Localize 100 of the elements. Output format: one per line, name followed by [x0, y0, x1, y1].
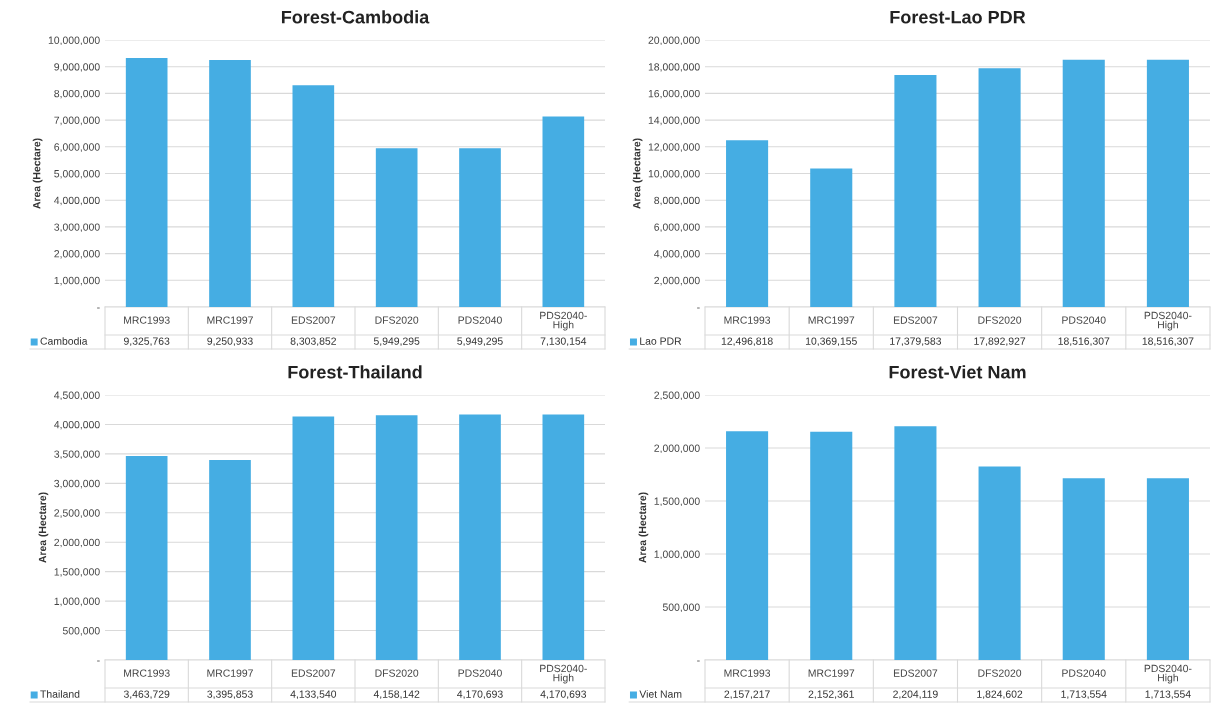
- y-tick-label: 8,000,000: [654, 196, 700, 206]
- bar: [292, 85, 335, 307]
- chart-title: Forest-Cambodia: [281, 10, 430, 24]
- y-axis-title: Area (Hectare): [638, 492, 649, 563]
- y-tick-label: 6,000,000: [654, 223, 700, 233]
- data-label: 2,204,119: [893, 690, 938, 700]
- bar: [209, 460, 251, 660]
- data-label: 4,170,693: [540, 690, 587, 700]
- x-tick-label: DFS2020: [375, 316, 419, 324]
- y-tick-label: 10,000,000: [648, 170, 700, 179]
- x-tick-label: PDS2040: [1062, 669, 1106, 677]
- y-tick-label: 3,000,000: [54, 479, 100, 489]
- data-label: 9,325,763: [123, 337, 170, 347]
- y-axis-title: Area (Hectare): [32, 138, 43, 209]
- bar: [125, 456, 168, 660]
- y-tick-label: 1,500,000: [654, 497, 700, 507]
- y-tick-label: 500,000: [62, 627, 100, 636]
- data-label: 17,379,583: [890, 337, 942, 347]
- y-tick-label: 4,000,000: [54, 196, 100, 206]
- y-tick-label: 12,000,000: [648, 143, 700, 152]
- y-tick-label: 500,000: [662, 603, 700, 613]
- bar: [1062, 478, 1105, 660]
- x-tick-label: PDS2040- High: [1144, 664, 1192, 684]
- y-tick-label: 2,500,000: [654, 391, 700, 401]
- y-tick-label: 18,000,000: [648, 63, 700, 72]
- bar: [459, 414, 501, 660]
- x-tick-label: MRC1993: [124, 316, 170, 324]
- data-label: 12,496,818: [721, 337, 773, 347]
- bar: [292, 416, 335, 660]
- data-label: 4,170,693: [457, 690, 503, 700]
- chart-title: Forest-Viet Nam: [889, 365, 1026, 379]
- x-tick-label: PDS2040: [458, 669, 502, 677]
- bar: [726, 431, 769, 660]
- y-tick-label: 3,000,000: [54, 223, 100, 233]
- bar: [1146, 59, 1189, 307]
- y-tick-label: 4,000,000: [54, 420, 100, 430]
- bar: [1146, 478, 1189, 660]
- legend-label: Viet Nam: [639, 690, 682, 698]
- bar: [1062, 59, 1105, 307]
- y-tick-label: 2,000,000: [654, 276, 700, 286]
- bar: [978, 466, 1021, 660]
- data-label: 2,152,361: [808, 690, 854, 700]
- data-label: 7,130,154: [540, 337, 587, 347]
- y-tick-label: 6,000,000: [54, 143, 100, 152]
- data-label: 2,157,217: [724, 690, 770, 700]
- x-tick-label: DFS2020: [375, 669, 419, 677]
- x-tick-label: MRC1993: [724, 669, 771, 677]
- y-tick-label: 5,000,000: [54, 170, 100, 179]
- data-label: 3,395,853: [207, 690, 253, 700]
- x-tick-label: PDS2040- High: [1144, 311, 1192, 331]
- x-tick-label: EDS2007: [291, 316, 336, 324]
- y-tick-label: 2,500,000: [54, 509, 100, 518]
- bar: [894, 74, 937, 307]
- bar: [978, 68, 1021, 307]
- y-tick-label: 16,000,000: [648, 89, 700, 99]
- y-tick-label: 8,000,000: [54, 89, 100, 99]
- bar: [375, 415, 418, 660]
- bar: [459, 148, 501, 307]
- x-tick-label: MRC1993: [124, 669, 170, 677]
- bar: [542, 414, 585, 660]
- y-axis-title: Area (Hectare): [632, 138, 643, 209]
- y-tick-label: 4,500,000: [54, 391, 100, 401]
- y-axis-title: Area (Hectare): [38, 492, 49, 563]
- y-tick-label: 20,000,000: [648, 36, 700, 46]
- data-label: 18,516,307: [1142, 337, 1194, 347]
- data-label: 1,824,602: [977, 690, 1023, 700]
- bar: [375, 148, 418, 307]
- y-tick-label: 2,000,000: [54, 538, 100, 548]
- data-label: 18,516,307: [1058, 337, 1110, 347]
- x-tick-label: EDS2007: [893, 669, 938, 677]
- bar: [894, 426, 937, 660]
- data-label: 1,713,554: [1145, 690, 1191, 700]
- data-label: 8,303,852: [290, 337, 336, 347]
- y-tick-label: 10,000,000: [48, 36, 100, 46]
- y-tick-label: 1,000,000: [654, 550, 700, 560]
- legend-label: Lao PDR: [640, 337, 682, 345]
- x-tick-label: PDS2040- High: [540, 311, 587, 331]
- data-label: 5,949,295: [457, 337, 503, 347]
- y-tick-label: 14,000,000: [648, 116, 700, 126]
- chart-title: Forest-Thailand: [288, 365, 422, 379]
- bar: [125, 58, 168, 307]
- chart-title: Forest-Lao PDR: [890, 10, 1026, 24]
- x-tick-label: MRC1997: [808, 316, 855, 324]
- x-tick-label: PDS2040: [458, 316, 502, 324]
- data-label: 4,158,142: [373, 690, 420, 700]
- y-tick-label: 7,000,000: [54, 116, 100, 126]
- x-tick-label: PDS2040: [1062, 316, 1106, 324]
- x-tick-label: EDS2007: [291, 669, 336, 677]
- y-tick-label: -: [97, 660, 100, 662]
- y-tick-label: -: [97, 307, 100, 309]
- x-tick-label: MRC1997: [207, 316, 253, 324]
- x-tick-label: MRC1997: [808, 669, 855, 677]
- y-tick-label: 4,000,000: [654, 250, 700, 259]
- data-label: 4,133,540: [290, 690, 337, 700]
- y-tick-label: -: [697, 307, 700, 309]
- y-tick-label: 9,000,000: [54, 63, 100, 72]
- y-tick-label: 1,500,000: [54, 568, 100, 577]
- legend-label: Cambodia: [40, 337, 88, 345]
- x-tick-label: PDS2040- High: [540, 664, 587, 684]
- data-label: 10,369,155: [805, 337, 857, 347]
